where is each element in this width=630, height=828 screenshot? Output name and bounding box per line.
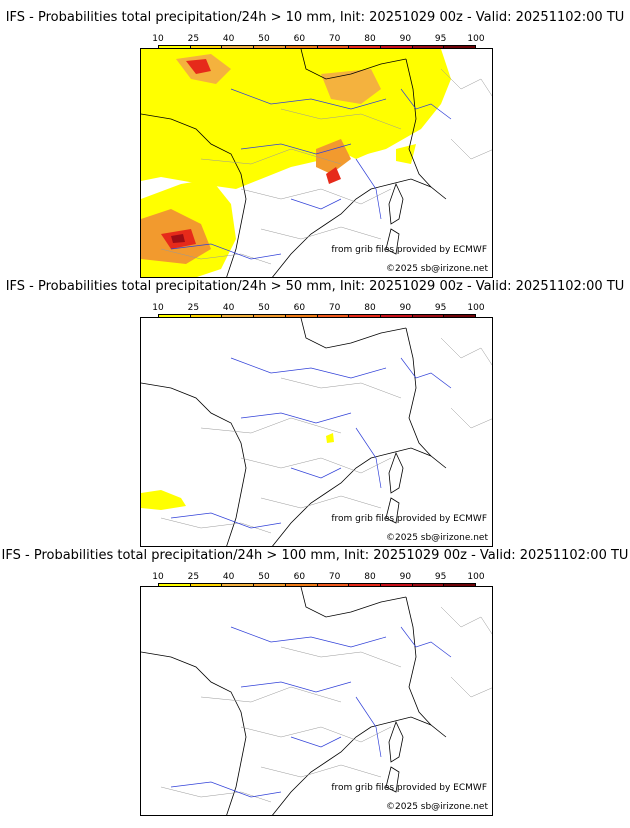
colorbar-tick-label: 95 — [434, 572, 447, 582]
colorbar-tick-label: 90 — [399, 572, 412, 582]
map-panel-100mm: IFS - Probabilities total precipitation/… — [0, 548, 630, 818]
copyright: ©2025 sb@irizone.net — [386, 802, 488, 812]
coastline — [141, 49, 447, 277]
colorbar-tick-label: 90 — [399, 34, 412, 44]
colorbar-tick-label: 95 — [434, 303, 447, 313]
rivers — [170, 357, 452, 529]
colorbar-ticks: 10 25 40 50 60 70 80 90 95 100 — [152, 34, 484, 45]
colorbar-tick-label: 40 — [222, 34, 235, 44]
rivers — [170, 88, 452, 260]
colorbar-tick-label: 60 — [293, 34, 306, 44]
colorbar-tick-label: 50 — [258, 572, 270, 582]
colorbar-tick-label: 60 — [293, 303, 306, 313]
copyright: ©2025 sb@irizone.net — [386, 533, 488, 543]
colorbar-tick-label: 60 — [293, 572, 306, 582]
map-graphic — [141, 49, 492, 277]
map-area: from grib files provided by ECMWF ©2025 … — [140, 586, 493, 816]
source-note: from grib files provided by ECMWF — [331, 245, 487, 255]
colorbar-tick-label: 25 — [187, 303, 200, 313]
colorbar-tick-label: 10 — [152, 572, 164, 582]
colorbar-tick-label: 40 — [222, 572, 235, 582]
copyright: ©2025 sb@irizone.net — [386, 264, 488, 274]
map-graphic — [141, 587, 492, 815]
colorbar-tick-label: 70 — [328, 34, 341, 44]
colorbar-tick-label: 100 — [467, 34, 485, 44]
admin-borders — [160, 337, 492, 534]
colorbar-tick-label: 90 — [399, 303, 412, 313]
map-graphic — [141, 318, 492, 546]
coastline — [141, 318, 447, 546]
colorbar-tick-label: 80 — [364, 303, 376, 313]
precip-field — [141, 433, 334, 510]
map-panel-50mm: IFS - Probabilities total precipitation/… — [0, 279, 630, 549]
admin-borders — [160, 606, 492, 803]
colorbar-tick-label: 40 — [222, 303, 235, 313]
colorbar-tick-label: 50 — [258, 34, 270, 44]
source-note: from grib files provided by ECMWF — [331, 783, 487, 793]
coastline — [141, 587, 447, 815]
map-area: from grib files provided by ECMWF ©2025 … — [140, 48, 493, 278]
colorbar-tick-label: 50 — [258, 303, 270, 313]
colorbar-ticks: 10 25 40 50 60 70 80 90 95 100 — [152, 303, 484, 314]
source-note: from grib files provided by ECMWF — [331, 514, 487, 524]
colorbar-tick-label: 95 — [434, 34, 447, 44]
colorbar-tick-label: 70 — [328, 572, 341, 582]
colorbar-tick-label: 10 — [152, 34, 164, 44]
colorbar-tick-label: 25 — [187, 34, 200, 44]
colorbar-tick-label: 70 — [328, 303, 341, 313]
colorbar-tick-label: 25 — [187, 572, 200, 582]
panel-title: IFS - Probabilities total precipitation/… — [1, 548, 629, 563]
colorbar-ticks: 10 25 40 50 60 70 80 90 95 100 — [152, 572, 484, 583]
rivers — [170, 626, 452, 798]
colorbar-tick-label: 80 — [364, 34, 376, 44]
colorbar-tick-label: 100 — [467, 303, 485, 313]
admin-borders — [160, 68, 492, 265]
panel-title: IFS - Probabilities total precipitation/… — [5, 279, 625, 294]
map-area: from grib files provided by ECMWF ©2025 … — [140, 317, 493, 547]
panel-title: IFS - Probabilities total precipitation/… — [5, 10, 625, 25]
colorbar-tick-label: 100 — [467, 572, 485, 582]
precip-field — [141, 49, 451, 277]
colorbar-tick-label: 80 — [364, 572, 376, 582]
colorbar-tick-label: 10 — [152, 303, 164, 313]
map-panel-10mm: IFS - Probabilities total precipitation/… — [0, 10, 630, 280]
